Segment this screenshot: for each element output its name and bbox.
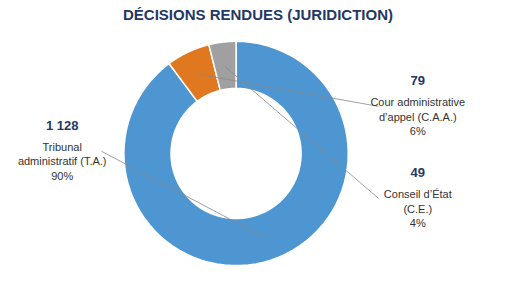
svg-text:79: 79 — [411, 73, 425, 88]
svg-text:Cour administratived’appel (C.: Cour administratived’appel (C.A.A.)6% — [370, 96, 465, 138]
svg-text:1 128: 1 128 — [46, 118, 79, 133]
svg-text:Conseil d’État(C.E.)4%: Conseil d’État(C.E.)4% — [384, 188, 452, 230]
svg-text:Tribunaladministratif (T.A.)90: Tribunaladministratif (T.A.)90% — [18, 141, 107, 183]
svg-text:49: 49 — [411, 165, 425, 180]
html-text:DÉCISIONS RENDUES (JURIDICTION: DÉCISIONS RENDUES (JURIDICTION) — [123, 6, 393, 23]
